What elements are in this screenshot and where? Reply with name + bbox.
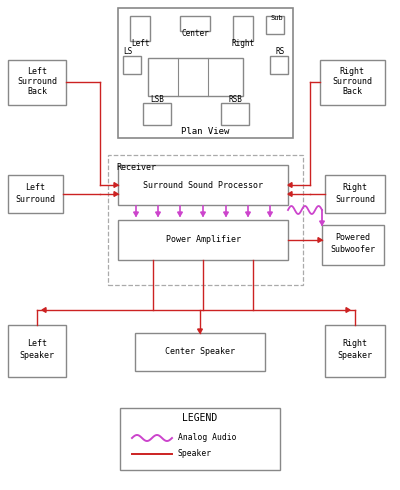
Text: Surround: Surround: [332, 77, 372, 87]
Polygon shape: [114, 183, 118, 187]
Polygon shape: [246, 212, 250, 216]
Polygon shape: [224, 212, 228, 216]
Polygon shape: [268, 212, 272, 216]
Text: Back: Back: [27, 88, 47, 97]
Text: Surround Sound Processor: Surround Sound Processor: [143, 180, 263, 190]
Bar: [118, 220, 288, 260]
Text: Subwoofer: Subwoofer: [330, 245, 376, 254]
Bar: [148, 58, 243, 96]
Bar: [270, 56, 288, 74]
Bar: [143, 103, 171, 125]
Text: RSB: RSB: [228, 96, 242, 104]
Bar: [322, 225, 384, 265]
Text: Speaker: Speaker: [178, 449, 212, 459]
Text: Sub: Sub: [270, 15, 283, 21]
Bar: [233, 16, 253, 41]
Text: Left: Left: [27, 68, 47, 76]
Text: Surround: Surround: [15, 195, 55, 203]
Bar: [118, 165, 288, 205]
Text: Left: Left: [131, 40, 149, 49]
Bar: [108, 155, 303, 285]
Text: Speaker: Speaker: [338, 350, 372, 360]
Text: LSB: LSB: [150, 96, 164, 104]
Text: Surround: Surround: [335, 195, 375, 203]
Polygon shape: [42, 308, 46, 313]
Text: Center Speaker: Center Speaker: [165, 347, 235, 357]
Text: Left: Left: [27, 339, 47, 347]
Polygon shape: [288, 192, 292, 196]
Bar: [266, 16, 284, 34]
Bar: [123, 56, 141, 74]
Text: Powered: Powered: [336, 234, 370, 243]
Bar: [118, 8, 293, 138]
Text: Back: Back: [342, 88, 362, 97]
Bar: [8, 325, 66, 377]
Polygon shape: [346, 308, 350, 313]
Polygon shape: [156, 212, 160, 216]
Text: Right: Right: [342, 182, 368, 192]
Text: Analog Audio: Analog Audio: [178, 434, 236, 442]
Bar: [320, 60, 385, 105]
Bar: [325, 175, 385, 213]
Polygon shape: [134, 212, 138, 216]
Polygon shape: [288, 183, 292, 187]
Bar: [130, 16, 150, 41]
Text: Speaker: Speaker: [20, 350, 54, 360]
Bar: [180, 16, 210, 31]
Text: LEGEND: LEGEND: [182, 413, 218, 423]
Bar: [120, 408, 280, 470]
Text: Left: Left: [25, 182, 45, 192]
Polygon shape: [320, 221, 324, 225]
Bar: [135, 333, 265, 371]
Text: Right: Right: [340, 68, 364, 76]
Text: RS: RS: [276, 48, 285, 56]
Bar: [325, 325, 385, 377]
Polygon shape: [114, 192, 118, 196]
Text: Right: Right: [342, 339, 368, 347]
Text: Center: Center: [181, 29, 209, 39]
Bar: [8, 175, 63, 213]
Bar: [221, 103, 249, 125]
Polygon shape: [200, 212, 206, 216]
Polygon shape: [178, 212, 182, 216]
Bar: [8, 60, 66, 105]
Text: Plan View: Plan View: [181, 127, 229, 137]
Text: Power Amplifier: Power Amplifier: [166, 236, 240, 245]
Polygon shape: [318, 238, 322, 243]
Text: Surround: Surround: [17, 77, 57, 87]
Text: Receiver: Receiver: [116, 163, 156, 172]
Text: Right: Right: [232, 40, 254, 49]
Text: LS: LS: [123, 48, 132, 56]
Polygon shape: [198, 329, 202, 333]
